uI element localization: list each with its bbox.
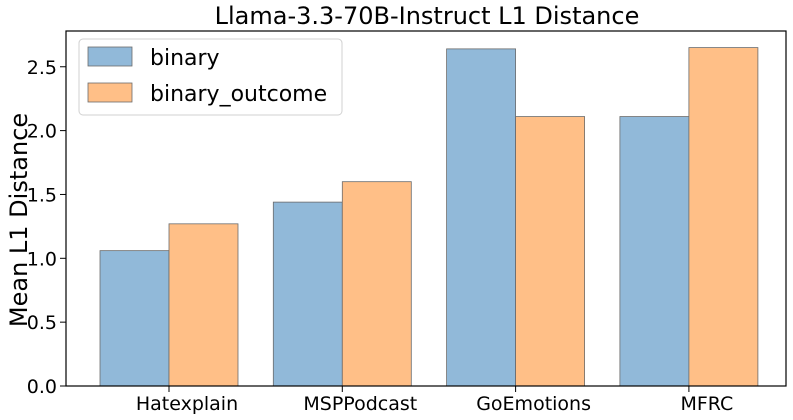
bar-binary-outcome-mfrc [688,47,759,387]
y-axis-label: Mean L1 Distance [5,113,33,327]
y-tick-label: 2.0 [27,121,57,143]
x-tick-label: MSPPodcast [303,393,417,415]
x-tick-label: MFRC [680,393,733,415]
x-tick-label: Hatexplain [136,393,238,415]
legend-swatch-binary [87,46,133,67]
legend-swatch-binary-outcome [87,82,133,103]
y-axis-ticks: 0.0 0.5 1.0 1.5 2.0 2.5 [27,57,66,398]
bar-binary-hatexplain [99,250,170,387]
bar-binary-outcome-hatexplain [168,223,239,387]
legend-label-binary-outcome: binary_outcome [150,82,327,107]
x-tick-label: GoEmotions [476,393,591,415]
bar-binary-msppodcast [272,201,343,387]
bar-binary-mfrc [619,116,690,387]
y-tick-label: 0.0 [27,376,57,398]
legend-box [78,38,343,116]
bars-group [99,47,759,387]
y-tick-label: 1.5 [27,184,57,206]
x-axis-ticks: Hatexplain MSPPodcast GoEmotions MFRC [136,386,733,415]
y-tick-label: 2.5 [27,57,57,79]
y-tick-label: 1.0 [27,248,57,270]
legend: binary binary_outcome [78,38,343,116]
y-tick-label: 0.5 [27,312,57,334]
bar-binary-outcome-msppodcast [341,181,412,387]
legend-label-binary: binary [150,46,220,71]
bar-binary-goemotions [446,48,517,387]
plot-frame [65,30,787,387]
bar-binary-outcome-goemotions [515,116,585,387]
chart-title: Llama-3.3-70B-Instruct L1 Distance [215,2,640,30]
